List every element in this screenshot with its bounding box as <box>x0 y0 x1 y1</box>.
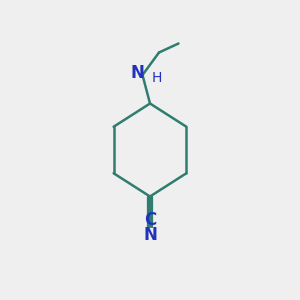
Text: N: N <box>130 64 144 82</box>
Text: N: N <box>143 226 157 244</box>
Text: H: H <box>152 71 162 85</box>
Text: C: C <box>144 211 156 229</box>
